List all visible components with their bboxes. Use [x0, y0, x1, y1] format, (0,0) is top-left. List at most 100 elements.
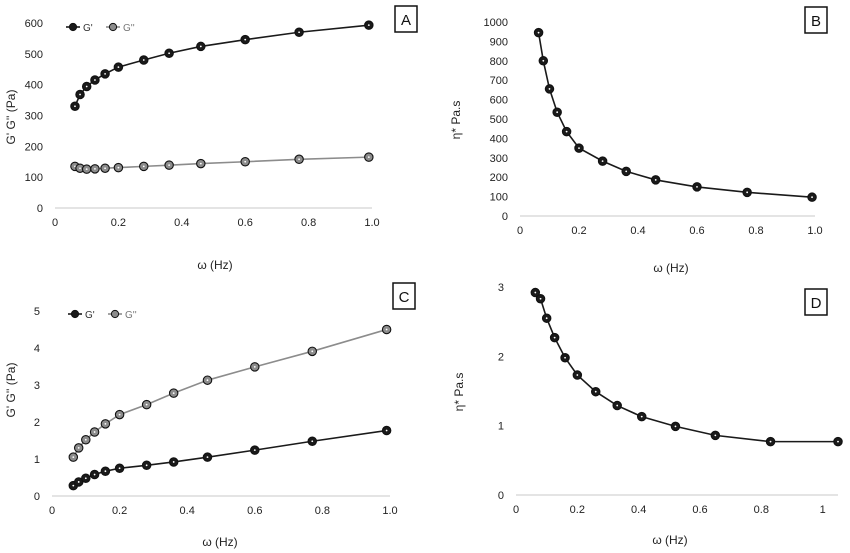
chart-a-y-tick: 400	[25, 80, 43, 92]
chart-d-x-tick: 0.8	[754, 504, 769, 516]
chart-a-legend-marker	[68, 22, 78, 32]
chart-d-y-tick: 1	[498, 421, 504, 433]
chart-a-legend-label: G''	[123, 23, 135, 34]
chart-a-legend: G' G''	[66, 22, 135, 34]
chart-panel-d: 0 0.2 0.4 0.6 0.8 1 0 1 2 3 ω (Hz) η* Pa.s D	[452, 282, 843, 547]
chart-c-series-1-point-dot	[206, 379, 209, 382]
chart-b-series-0-point-dot	[565, 130, 568, 133]
chart-b-y-tick: 1000	[484, 17, 508, 29]
chart-c-series-1-point-dot	[145, 403, 148, 406]
chart-a-y-tick: 100	[25, 172, 43, 184]
chart-d-series-0-point-dot	[594, 390, 597, 393]
chart-c-series-0-point-dot	[77, 481, 80, 483]
chart-b-series-0-point-dot	[811, 196, 813, 199]
chart-b-x-tick: 0.6	[689, 225, 704, 237]
chart-a-x-tick: 0.8	[301, 217, 316, 229]
chart-c-series-1-point-dot	[93, 431, 96, 433]
chart-c-marks: G' G''	[68, 309, 392, 491]
chart-c-x-tick: 0.2	[112, 505, 127, 517]
chart-a-panel-label: A	[394, 5, 418, 33]
chart-c-y-tick: 1	[34, 454, 40, 466]
chart-a-plot: 0 0.2 0.4 0.6 0.8 1.0 0 100 200 300 400 500 600	[25, 18, 380, 229]
chart-a-y-tick: 300	[25, 111, 43, 123]
chart-a-x-tick: 0.2	[111, 217, 126, 229]
chart-b-y-tick: 200	[490, 172, 508, 184]
chart-a-series-0-point-dot	[117, 66, 120, 68]
chart-c-series-0-point-dot	[385, 429, 388, 432]
chart-b-y-tick: 900	[490, 36, 508, 48]
chart-c-series-1-point-dot	[311, 350, 314, 353]
chart-b-series-0-point-dot	[746, 191, 749, 194]
chart-b-series-0-point-dot	[696, 186, 698, 188]
chart-d-ylabel: η* Pa.s	[452, 373, 466, 412]
chart-d-y-tick: 0	[498, 490, 504, 502]
chart-c-series-0-point-dot	[253, 449, 256, 452]
chart-b-series-0-point-dot	[548, 88, 551, 90]
panel-label-d: D	[811, 295, 822, 312]
chart-d-series-0-point-dot	[674, 425, 677, 428]
chart-c-ylabel: G' G'' (Pa)	[4, 363, 18, 418]
chart-d-series-0-point-dot	[714, 434, 717, 437]
chart-a-series-0-point-dot	[298, 31, 300, 34]
chart-d-y-tick: 2	[498, 351, 504, 363]
chart-c-y-tick: 3	[34, 380, 40, 392]
chart-b-series-0-point-dot	[601, 160, 604, 162]
chart-d-series-0-point-dot	[553, 336, 556, 339]
chart-d-series-0-point-dot	[616, 404, 619, 407]
chart-a-y-tick: 600	[25, 18, 43, 30]
chart-a-series-1-point-dot	[142, 165, 145, 168]
chart-b-series-0-point-dot	[578, 147, 580, 150]
chart-d-series-0-line	[534, 292, 838, 443]
chart-a-series-1-point-dot	[104, 167, 106, 170]
chart-b-y-tick: 600	[490, 95, 508, 107]
chart-c-panel-label: C	[392, 282, 416, 310]
chart-a-series-0-point-dot	[367, 24, 370, 27]
chart-c-series-0-point-dot	[206, 456, 209, 459]
chart-a-x-tick: 0.6	[238, 217, 253, 229]
chart-c-series-1-point-dot	[84, 438, 87, 441]
chart-b-y-tick: 700	[490, 75, 508, 87]
chart-a-legend-label: G'	[83, 23, 93, 34]
chart-c-x-tick: 0.6	[247, 505, 262, 517]
chart-c-series-1-point-dot	[172, 392, 175, 395]
chart-b-y-tick: 400	[490, 133, 508, 145]
chart-a-ylabel: G' G'' (Pa)	[4, 90, 18, 145]
chart-b-x-tick: 0.8	[748, 225, 763, 237]
chart-a-series-0-point-dot	[79, 93, 81, 96]
chart-a-y-tick: 500	[25, 49, 43, 61]
chart-c-series-1-point-dot	[104, 422, 107, 425]
chart-b-series-0-point-dot	[537, 31, 540, 34]
chart-d-series-0-point-dot	[576, 374, 579, 376]
chart-c-legend-marker	[70, 309, 80, 319]
chart-d-xlabel: ω (Hz)	[652, 533, 687, 547]
chart-b-series-0-line	[537, 32, 813, 198]
chart-a-series-0-point-dot	[74, 105, 76, 108]
chart-a-series-0-point-dot	[244, 38, 247, 41]
chart-c-legend-label: G''	[125, 310, 137, 321]
chart-c-x-tick: 1.0	[382, 505, 397, 517]
panel-label-c: C	[399, 289, 410, 306]
chart-c-series-0-point-dot	[84, 477, 87, 480]
chart-b-x-tick: 0.2	[571, 225, 586, 237]
chart-c-y-tick: 5	[34, 306, 40, 318]
chart-a-series-0-point-dot	[94, 79, 96, 81]
chart-a-series-1-point-dot	[74, 165, 76, 168]
chart-a-series-1-point-dot	[199, 162, 202, 165]
chart-c-x-tick: 0.8	[315, 505, 330, 517]
chart-c-series-0-point-dot	[93, 473, 96, 476]
chart-a-series-1-point-dot	[298, 158, 300, 161]
chart-d-x-tick: 1	[820, 504, 826, 516]
panel-label-a: A	[401, 12, 411, 29]
chart-a-marks: G' G''	[66, 20, 374, 174]
chart-b-xlabel: ω (Hz)	[653, 261, 688, 275]
chart-a-x-tick: 0	[52, 217, 58, 229]
chart-c-legend: G' G''	[68, 309, 137, 321]
chart-d-series-0-point-dot	[769, 440, 772, 443]
chart-c-series-0-point-dot	[118, 467, 121, 470]
chart-d-series-0-point-dot	[539, 297, 542, 300]
chart-b-y-tick: 100	[490, 192, 508, 204]
chart-c-series-0-point-dot	[311, 440, 314, 443]
chart-c-y-tick: 2	[34, 417, 40, 429]
